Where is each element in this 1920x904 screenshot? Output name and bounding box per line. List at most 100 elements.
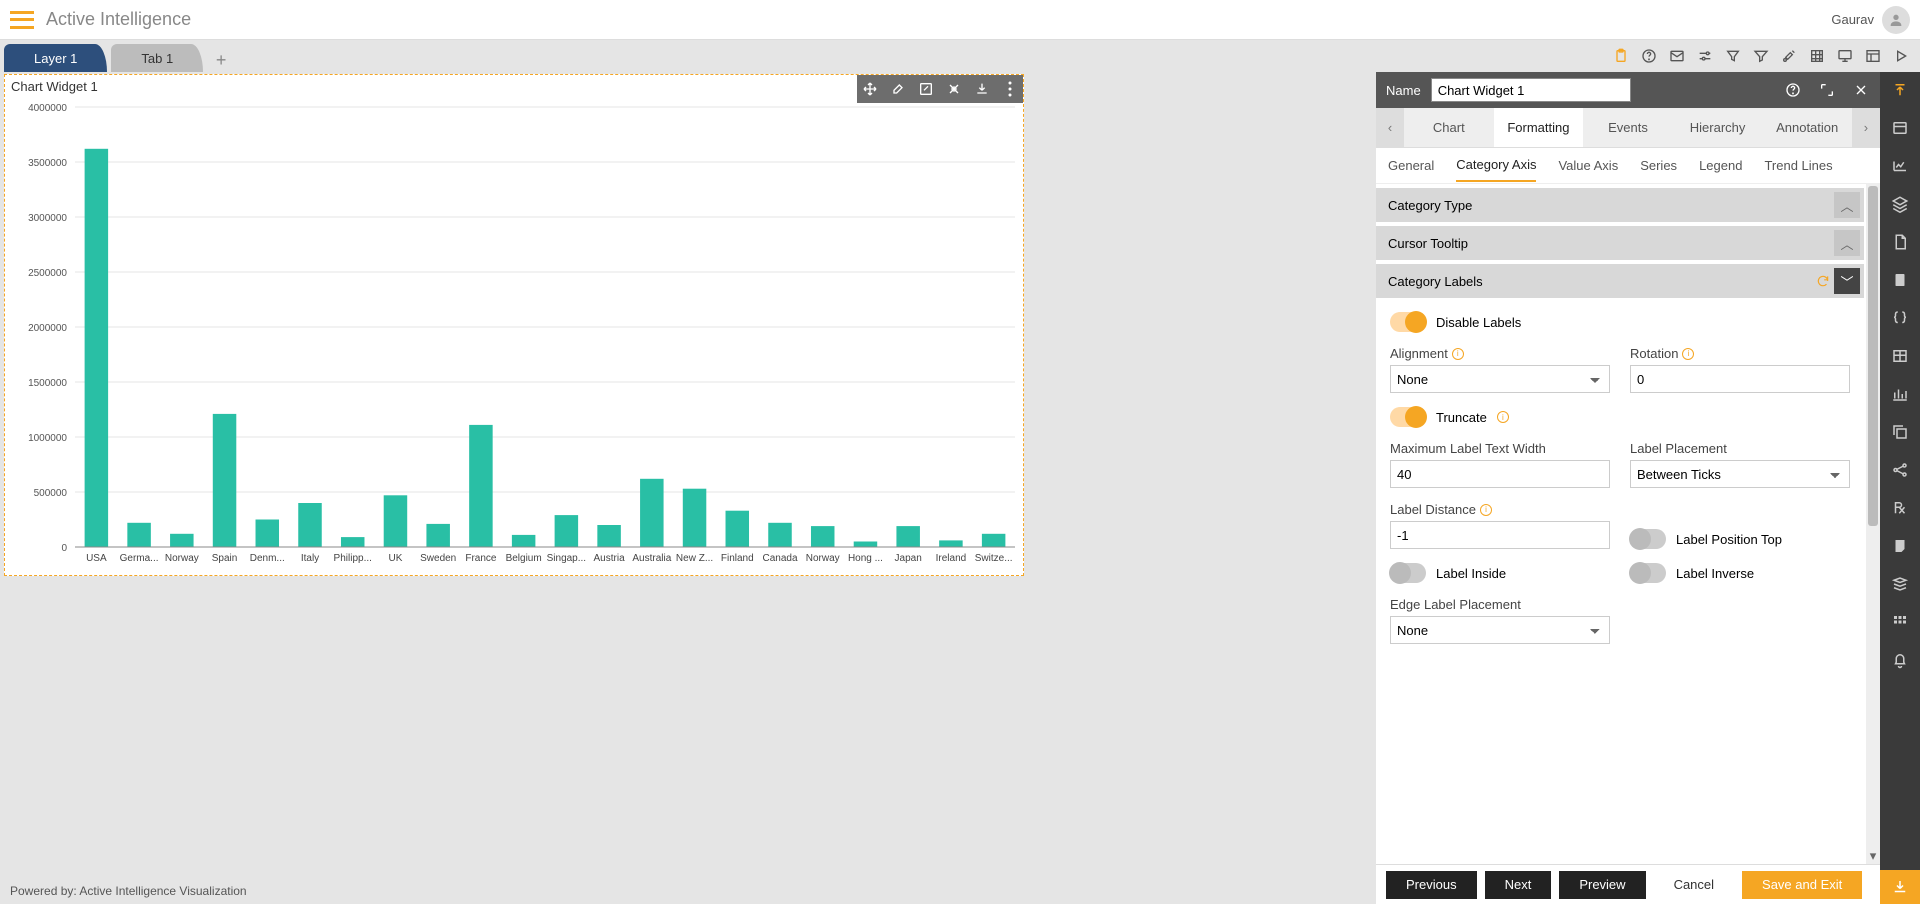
previous-button[interactable]: Previous (1386, 871, 1477, 899)
table-icon[interactable] (1888, 344, 1912, 368)
chevron-down-icon[interactable]: ﹀ (1834, 268, 1860, 294)
disable-labels-label: Disable Labels (1436, 315, 1521, 330)
clipboard-icon[interactable] (1612, 47, 1630, 65)
edge-label-placement-select[interactable]: None (1390, 616, 1610, 644)
properties-body: Category Type ︿ Cursor Tooltip ︿ Categor… (1376, 184, 1880, 864)
braces-icon[interactable] (1888, 306, 1912, 330)
label-position-top-toggle[interactable] (1630, 529, 1666, 549)
share-icon[interactable] (1888, 458, 1912, 482)
max-label-width-label: Maximum Label Text Width (1390, 441, 1546, 456)
funnel-icon[interactable] (1724, 47, 1742, 65)
edit-icon[interactable] (917, 80, 935, 98)
disable-labels-toggle[interactable] (1390, 312, 1426, 332)
tools-icon[interactable] (1780, 47, 1798, 65)
section-category-labels[interactable]: Category Labels ﹀ (1376, 264, 1864, 298)
truncate-toggle[interactable] (1390, 407, 1426, 427)
label-inside-toggle[interactable] (1390, 563, 1426, 583)
refresh-icon[interactable] (1816, 274, 1830, 288)
card-icon[interactable] (1888, 116, 1912, 140)
chart-widget[interactable]: Chart Widget 1 0500000100000015000002000… (4, 74, 1024, 576)
chevron-up-icon[interactable]: ︿ (1834, 192, 1860, 218)
note-icon[interactable] (1888, 534, 1912, 558)
download-icon[interactable] (973, 80, 991, 98)
properties-main-tabs: ‹ Chart Formatting Events Hierarchy Anno… (1376, 108, 1880, 148)
info-icon[interactable]: i (1497, 411, 1509, 423)
maintab-chart[interactable]: Chart (1404, 108, 1494, 147)
menu-icon[interactable] (10, 11, 34, 29)
collapse-panel-icon[interactable] (1888, 78, 1912, 102)
subtab-value-axis[interactable]: Value Axis (1558, 150, 1618, 181)
subtab-general[interactable]: General (1388, 150, 1434, 181)
info-icon[interactable]: i (1682, 348, 1694, 360)
powered-by: Powered by: Active Intelligence Visualiz… (10, 884, 247, 898)
svg-text:Italy: Italy (301, 553, 319, 564)
maintab-hierarchy[interactable]: Hierarchy (1673, 108, 1763, 147)
play-icon[interactable] (1892, 47, 1910, 65)
subtab-trend-lines[interactable]: Trend Lines (1764, 150, 1832, 181)
monitor-icon[interactable] (1836, 47, 1854, 65)
alignment-select[interactable]: None (1390, 365, 1610, 393)
page-icon[interactable] (1888, 268, 1912, 292)
svg-text:Finland: Finland (721, 553, 754, 564)
add-tab-icon[interactable]: + (209, 48, 233, 72)
scroll-down-icon[interactable]: ▾ (1866, 848, 1880, 864)
panel-expand-icon[interactable] (1818, 81, 1836, 99)
rx-icon[interactable] (1888, 496, 1912, 520)
settings-icon[interactable] (945, 80, 963, 98)
panel-close-icon[interactable] (1852, 81, 1870, 99)
scrollbar-thumb[interactable] (1868, 186, 1878, 526)
maintab-events[interactable]: Events (1583, 108, 1673, 147)
section-category-type[interactable]: Category Type ︿ (1376, 188, 1864, 222)
stack-icon[interactable] (1888, 572, 1912, 596)
label-placement-select[interactable]: Between Ticks (1630, 460, 1850, 488)
brush-icon[interactable] (889, 80, 907, 98)
properties-sub-tabs: General Category Axis Value Axis Series … (1376, 148, 1880, 184)
info-icon[interactable]: i (1452, 348, 1464, 360)
avatar[interactable] (1882, 6, 1910, 34)
maintab-annotation[interactable]: Annotation (1762, 108, 1852, 147)
document-icon[interactable] (1888, 230, 1912, 254)
grid-icon[interactable] (1808, 47, 1826, 65)
section-category-type-label: Category Type (1388, 198, 1472, 213)
scrollbar[interactable]: ▾ (1866, 184, 1880, 864)
tabs-next-icon[interactable]: › (1852, 108, 1880, 147)
rotation-input[interactable] (1630, 365, 1850, 393)
section-cursor-tooltip[interactable]: Cursor Tooltip ︿ (1376, 226, 1864, 260)
save-button[interactable]: Save and Exit (1742, 871, 1862, 899)
preview-button[interactable]: Preview (1559, 871, 1645, 899)
info-icon[interactable]: i (1480, 504, 1492, 516)
bars-icon[interactable] (1888, 382, 1912, 406)
layers-icon[interactable] (1888, 192, 1912, 216)
cancel-button[interactable]: Cancel (1654, 871, 1734, 899)
filter-icon[interactable] (1752, 47, 1770, 65)
name-input[interactable] (1431, 78, 1631, 102)
tabs-prev-icon[interactable]: ‹ (1376, 108, 1404, 147)
layout-icon[interactable] (1864, 47, 1882, 65)
mail-icon[interactable] (1668, 47, 1686, 65)
chart-icon[interactable] (1888, 154, 1912, 178)
more-icon[interactable] (1001, 80, 1019, 98)
svg-text:2500000: 2500000 (28, 268, 67, 279)
tab-layer[interactable]: Layer 1 (4, 44, 107, 72)
svg-text:Sweden: Sweden (420, 553, 456, 564)
sliders-icon[interactable] (1696, 47, 1714, 65)
copy-icon[interactable] (1888, 420, 1912, 444)
bell-icon[interactable] (1888, 648, 1912, 672)
rail-download-icon[interactable] (1880, 870, 1920, 904)
chevron-up-icon[interactable]: ︿ (1834, 230, 1860, 256)
max-label-width-input[interactable] (1390, 460, 1610, 488)
help-icon[interactable] (1640, 47, 1658, 65)
subtab-legend[interactable]: Legend (1699, 150, 1742, 181)
apps-icon[interactable] (1888, 610, 1912, 634)
move-icon[interactable] (861, 80, 879, 98)
panel-help-icon[interactable] (1784, 81, 1802, 99)
label-distance-input[interactable] (1390, 521, 1610, 549)
maintab-formatting[interactable]: Formatting (1494, 108, 1584, 147)
label-inverse-toggle[interactable] (1630, 563, 1666, 583)
subtab-series[interactable]: Series (1640, 150, 1677, 181)
svg-text:3500000: 3500000 (28, 158, 67, 169)
subtab-category-axis[interactable]: Category Axis (1456, 149, 1536, 182)
tab-tab1[interactable]: Tab 1 (111, 44, 203, 72)
svg-text:Norway: Norway (806, 553, 840, 564)
next-button[interactable]: Next (1485, 871, 1552, 899)
